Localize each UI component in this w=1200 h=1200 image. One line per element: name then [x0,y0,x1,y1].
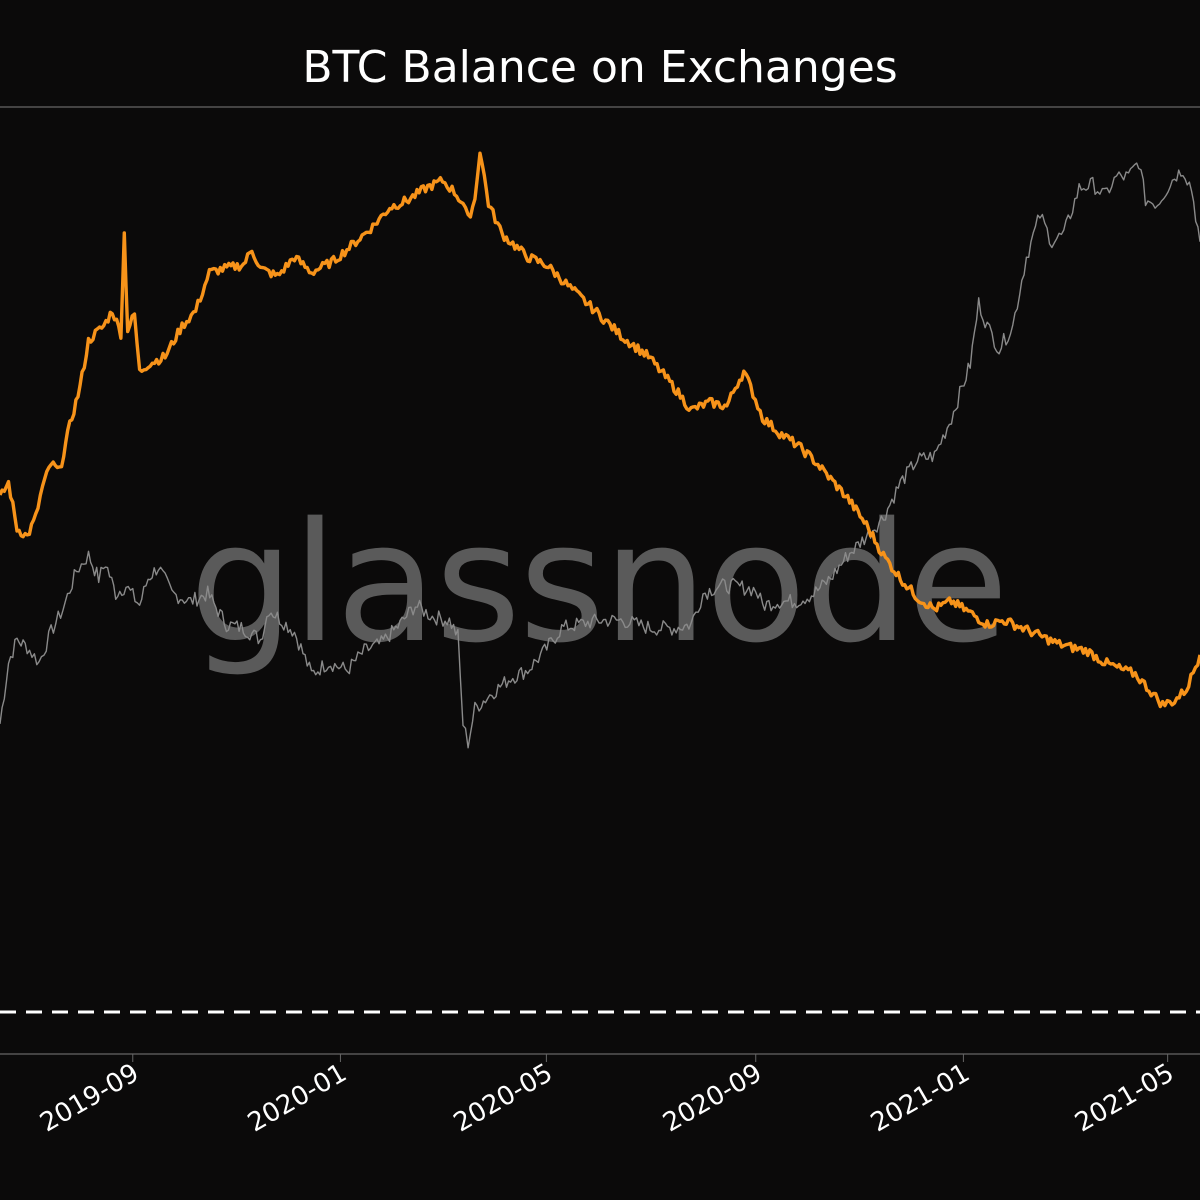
series-layer [0,151,1200,749]
chart-title: BTC Balance on Exchanges [302,42,897,93]
watermark-logo: glassnode [189,487,1006,679]
series-line-exchange-balance [0,151,1200,709]
series-line-price [0,162,1200,749]
